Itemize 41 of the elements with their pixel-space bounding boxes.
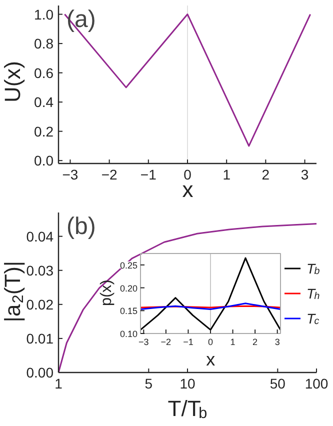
x-tick-label: −3 bbox=[62, 166, 78, 182]
y-tick-label: 0.25 bbox=[120, 260, 138, 270]
y-tick-label: 0.04 bbox=[26, 228, 54, 244]
x-tick-label: −1 bbox=[183, 337, 194, 347]
line-series bbox=[140, 257, 282, 331]
y-tick-label: 0.0 bbox=[34, 152, 54, 169]
x-tick-label: 0 bbox=[184, 166, 192, 182]
x-tick-label: 3 bbox=[300, 166, 309, 182]
x-tick-label: 2 bbox=[252, 337, 258, 347]
x-tick-label: 10 bbox=[180, 376, 196, 392]
x-tick-label: −3 bbox=[138, 337, 149, 347]
y-tick-label: 0.10 bbox=[120, 329, 138, 339]
y-tick-label: 0.03 bbox=[26, 262, 54, 278]
y-tick-label: 0.4 bbox=[34, 94, 54, 110]
x-tick-label: 5 bbox=[144, 376, 153, 392]
x-tick-label: 0 bbox=[208, 337, 214, 347]
x-tick-label: 3 bbox=[274, 337, 280, 347]
annotation: (b) bbox=[66, 213, 96, 240]
x-tick-label: 2 bbox=[262, 166, 270, 182]
x-tick-label: −1 bbox=[140, 166, 157, 182]
y-tick-label: 0.15 bbox=[120, 306, 138, 316]
x-tick-label: −2 bbox=[160, 337, 172, 347]
x-axis-title: x bbox=[206, 350, 216, 370]
y-axis-title: p(x) bbox=[98, 280, 115, 306]
y-tick-label: 0.20 bbox=[120, 283, 138, 294]
x-tick-label: 50 bbox=[270, 376, 286, 392]
y-axis-title: |a2(T)| bbox=[0, 260, 27, 322]
y-axis-title: U(x) bbox=[0, 60, 25, 103]
y-tick-label: 0.8 bbox=[34, 36, 54, 52]
y-tick-label: 0.6 bbox=[34, 64, 54, 81]
y-tick-label: 0.02 bbox=[26, 296, 54, 312]
y-tick-label: 0.2 bbox=[34, 123, 54, 140]
x-tick-label: 1 bbox=[230, 337, 236, 347]
y-tick-label: 1.0 bbox=[34, 6, 54, 22]
x-tick-label: 1 bbox=[54, 376, 63, 392]
y-tick-label: 0.01 bbox=[26, 330, 54, 346]
x-tick-label: 100 bbox=[304, 376, 328, 392]
x-tick-label: −2 bbox=[101, 166, 118, 182]
x-tick-label: 1 bbox=[222, 166, 231, 182]
y-tick-label: 0.00 bbox=[26, 364, 54, 380]
annotation: (a) bbox=[66, 6, 96, 33]
